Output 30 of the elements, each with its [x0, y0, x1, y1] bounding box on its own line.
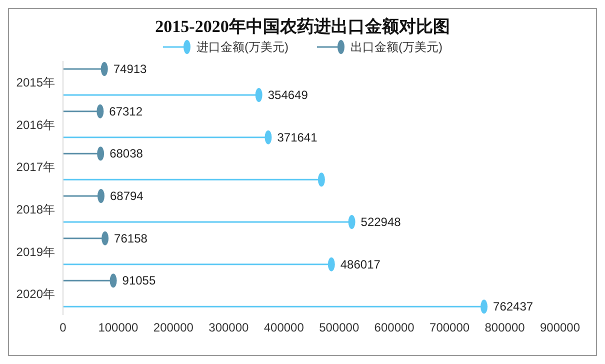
data-label: 91055	[122, 274, 156, 288]
x-tick-label: 400000	[264, 320, 304, 335]
y-tick-label: 2016年	[16, 118, 55, 132]
y-tick-label: 2018年	[16, 202, 55, 216]
data-label: 371641	[277, 130, 318, 144]
data-label: 67312	[109, 104, 143, 118]
data-label: 486017	[340, 257, 381, 272]
data-label: 762437	[493, 300, 534, 314]
data-label: 68794	[110, 189, 144, 203]
x-tick-label: 900000	[540, 320, 580, 335]
x-tick-label: 100000	[98, 320, 139, 335]
data-label: 354649	[268, 88, 308, 102]
data-label: 76158	[114, 231, 148, 246]
x-tick-label: 0	[60, 320, 67, 335]
x-tick-label: 800000	[484, 320, 526, 335]
x-tick-label: 700000	[430, 320, 470, 335]
y-tick-label: 2020年	[16, 287, 55, 302]
data-label: 68038	[110, 146, 144, 161]
chart-title: 2015-2020年中国农药进出口金额对比图	[154, 16, 451, 37]
data-label: 522948	[360, 215, 402, 229]
y-tick-label: 2017年	[16, 160, 55, 174]
x-tick-label: 600000	[374, 320, 415, 335]
data-label: 74913	[113, 62, 148, 76]
x-tick-label: 500000	[319, 320, 360, 335]
legend-label: 出口金额(万美元)	[350, 38, 442, 56]
y-tick-label: 2019年	[16, 244, 55, 259]
y-tick-label: 2015年	[16, 75, 55, 90]
x-tick-label: 200000	[153, 320, 194, 335]
x-tick-label: 300000	[208, 320, 250, 335]
legend-label: 进口金额(万美元)	[196, 38, 288, 56]
